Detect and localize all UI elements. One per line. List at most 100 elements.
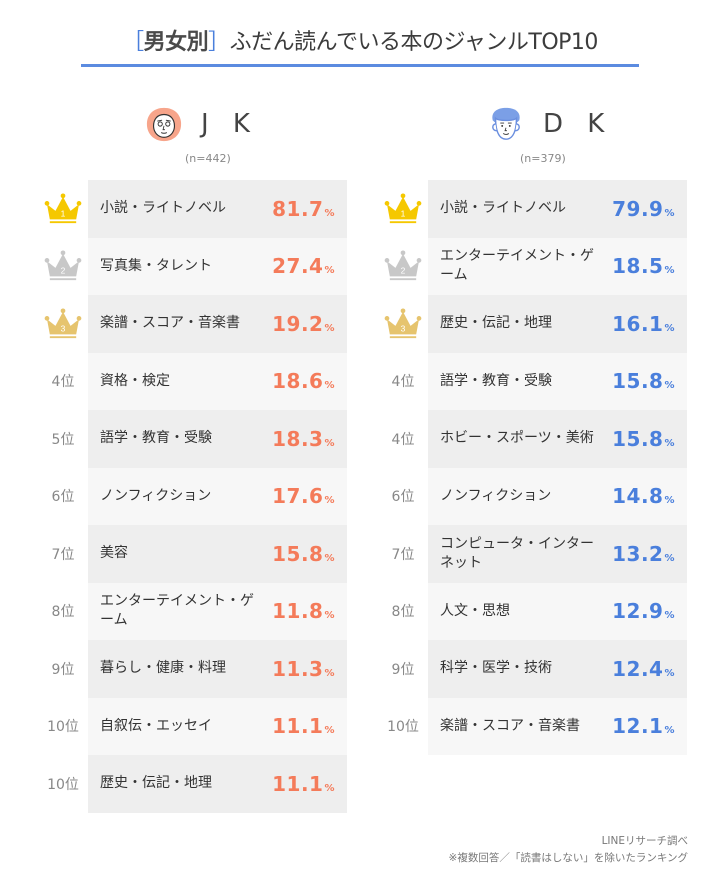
svg-text:2: 2 [401, 266, 406, 276]
percentage-value: 13.2% [612, 541, 675, 566]
table-row: 6位 ノンフィクション 14.8% [378, 467, 687, 525]
percentage-value: 15.8% [612, 426, 675, 451]
percentage-value: 11.3% [272, 656, 335, 681]
genre-label: コンピュータ・インターネット [440, 535, 594, 571]
table-row: 9位 暮らし・健康・料理 11.3% [38, 640, 347, 698]
jk-label: J K [201, 109, 258, 139]
percentage-value: 14.8% [612, 484, 675, 509]
rank-label: 6位 [51, 489, 75, 506]
table-row: 3 歴史・伝記・地理 16.1% [378, 295, 687, 353]
genre-cell: エンターテイメント・ゲーム 18.5% [428, 237, 687, 295]
rank-cell: 1 [378, 193, 428, 225]
genre-label: エンターテイメント・ゲーム [100, 593, 254, 629]
rank-label: 9位 [51, 661, 75, 678]
rank-label: 7位 [391, 546, 415, 563]
genre-cell: コンピュータ・インターネット 13.2% [428, 525, 687, 583]
genre-label: 科学・医学・技術 [440, 660, 552, 677]
genre-label: 語学・教育・受験 [440, 372, 552, 389]
genre-label: 小説・ライトノベル [100, 200, 226, 217]
genre-label: エンターテイメント・ゲーム [440, 248, 594, 284]
genre-label: 自叙伝・エッセイ [100, 717, 212, 734]
percentage-value: 11.1% [272, 771, 335, 796]
percentage-value: 12.4% [612, 656, 675, 681]
percentage-value: 17.6% [272, 484, 335, 509]
source-note: LINEリサーチ調べ [601, 835, 688, 847]
page-title: ［男女別］ふだん読んでいる本のジャンルTOP10 [81, 28, 639, 58]
percentage-value: 18.3% [272, 426, 335, 451]
genre-label: ノンフィクション [440, 487, 552, 504]
rank-label: 4位 [51, 374, 75, 391]
title-bracket-close: ］ [208, 30, 230, 55]
genre-cell: エンターテイメント・ゲーム 11.8% [88, 582, 347, 640]
rank-label: 8位 [51, 604, 75, 621]
table-row: 5位 語学・教育・受験 18.3% [38, 410, 347, 468]
rank-label: 10位 [47, 719, 79, 736]
percentage-value: 16.1% [612, 311, 675, 336]
title-bracket-open: ［ [122, 30, 144, 55]
genre-cell: 科学・医学・技術 12.4% [428, 640, 687, 698]
genre-cell: 歴史・伝記・地理 16.1% [428, 295, 687, 353]
footer-notes: LINEリサーチ調べ ※複数回答／「読書はしない」を除いたランキング [449, 833, 688, 867]
genre-cell: 自叙伝・エッセイ 11.1% [88, 697, 347, 755]
genre-label: 歴史・伝記・地理 [100, 775, 212, 792]
genre-cell: 美容 15.8% [88, 525, 347, 583]
bronze-crown-icon: 3 [384, 308, 422, 338]
svg-text:1: 1 [61, 208, 66, 218]
dk-header: D K [487, 102, 612, 146]
table-row: 1 小説・ライトノベル 79.9% [378, 180, 687, 238]
svg-text:3: 3 [61, 323, 66, 333]
svg-text:2: 2 [61, 266, 66, 276]
table-row: 3 楽譜・スコア・音楽書 19.2% [38, 295, 347, 353]
rank-label: 6位 [391, 489, 415, 506]
genre-cell: ノンフィクション 14.8% [428, 467, 687, 525]
genre-cell: 人文・思想 12.9% [428, 582, 687, 640]
genre-label: 写真集・タレント [100, 257, 212, 274]
dk-sample-size: (n=379) [520, 152, 566, 165]
percentage-value: 15.8% [272, 541, 335, 566]
gold-crown-icon: 1 [44, 193, 82, 223]
table-row: 2 エンターテイメント・ゲーム 18.5% [378, 237, 687, 295]
table-row: 4位 語学・教育・受験 15.8% [378, 352, 687, 410]
rank-label: 4位 [391, 374, 415, 391]
percentage-value: 19.2% [272, 311, 335, 336]
genre-label: 楽譜・スコア・音楽書 [100, 315, 240, 332]
title-tag: 男女別 [143, 30, 209, 55]
genre-cell: 語学・教育・受験 15.8% [428, 352, 687, 410]
genre-cell: 語学・教育・受験 18.3% [88, 410, 347, 468]
svg-text:3: 3 [401, 323, 406, 333]
percentage-value: 27.4% [272, 254, 335, 279]
table-row: 8位 人文・思想 12.9% [378, 582, 687, 640]
percentage-value: 15.8% [612, 369, 675, 394]
genre-cell: 暮らし・健康・料理 11.3% [88, 640, 347, 698]
rank-label: 5位 [51, 431, 75, 448]
genre-label: 語学・教育・受験 [100, 430, 212, 447]
genre-label: ノンフィクション [100, 487, 212, 504]
svg-text:1: 1 [401, 208, 406, 218]
rank-cell: 3 [38, 308, 88, 340]
genre-cell: 資格・検定 18.6% [88, 352, 347, 410]
genre-label: 小説・ライトノベル [440, 200, 566, 217]
rank-cell: 2 [38, 250, 88, 282]
table-row: 10位 自叙伝・エッセイ 11.1% [38, 697, 347, 755]
rank-cell: 3 [378, 308, 428, 340]
rank-cell: 2 [378, 250, 428, 282]
table-row: 10位 楽譜・スコア・音楽書 12.1% [378, 697, 687, 755]
dk-label: D K [543, 109, 613, 139]
percentage-value: 11.1% [272, 714, 335, 739]
table-row: 2 写真集・タレント 27.4% [38, 237, 347, 295]
genre-cell: 小説・ライトノベル 81.7% [88, 180, 347, 238]
gold-crown-icon: 1 [384, 193, 422, 223]
dk-ranking-table: 1 小説・ライトノベル 79.9% 2 エンターテイメント・ゲーム 18.5% [378, 180, 687, 755]
percentage-value: 81.7% [272, 196, 335, 221]
percentage-value: 12.9% [612, 599, 675, 624]
genre-cell: 楽譜・スコア・音楽書 12.1% [428, 697, 687, 755]
table-row: 7位 コンピュータ・インターネット 13.2% [378, 525, 687, 583]
title-text: ふだん読んでいる本のジャンルTOP10 [229, 30, 599, 55]
percentage-value: 79.9% [612, 196, 675, 221]
genre-label: ホビー・スポーツ・美術 [440, 430, 594, 447]
percentage-value: 11.8% [272, 599, 335, 624]
percentage-value: 12.1% [612, 714, 675, 739]
genre-cell: ノンフィクション 17.6% [88, 467, 347, 525]
jk-ranking-table: 1 小説・ライトノベル 81.7% 2 写真集・タレント 27.4% [38, 180, 347, 813]
rank-cell: 1 [38, 193, 88, 225]
